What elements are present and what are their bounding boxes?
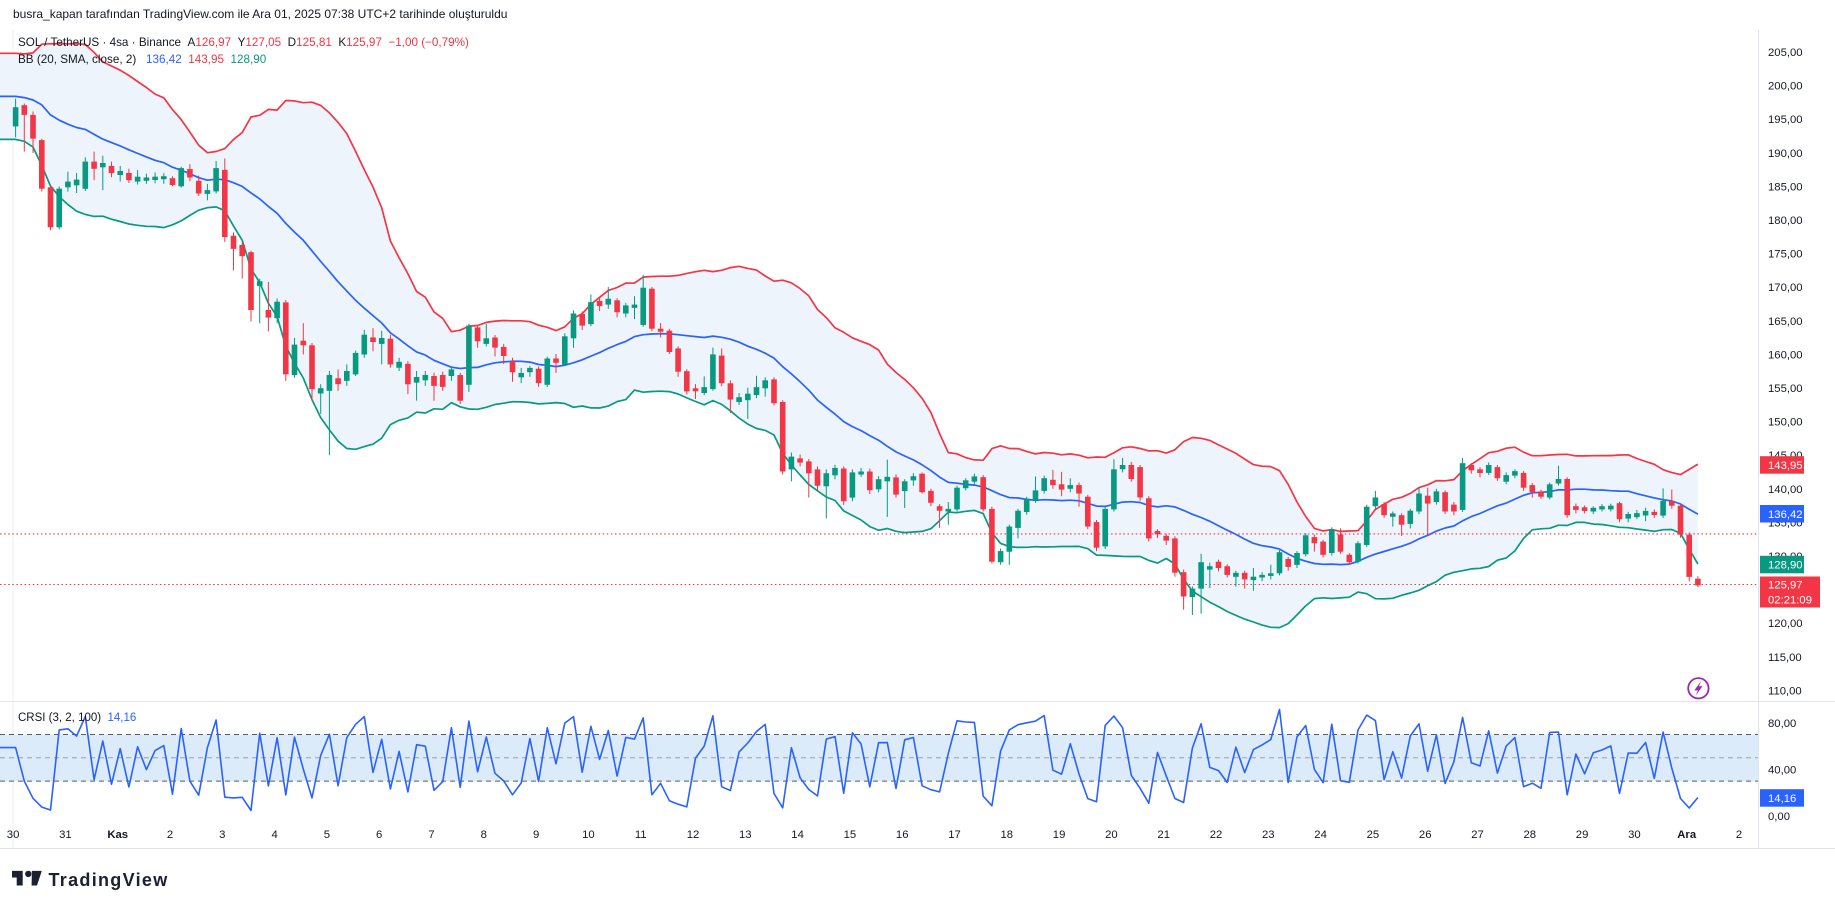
svg-text:23: 23 (1262, 829, 1275, 841)
svg-text:29: 29 (1576, 829, 1589, 841)
svg-text:24: 24 (1314, 829, 1327, 841)
svg-text:SOL / TetherUS · 4sa · Binance: SOL / TetherUS · 4sa · Binance A126,97 Y… (18, 36, 469, 49)
svg-text:15: 15 (844, 829, 857, 841)
svg-text:16: 16 (896, 829, 909, 841)
svg-text:125,97: 125,97 (1768, 580, 1803, 592)
svg-text:160,00: 160,00 (1768, 349, 1803, 361)
svg-text:25: 25 (1367, 829, 1380, 841)
svg-text:128,90: 128,90 (1768, 560, 1803, 572)
svg-text:0,00: 0,00 (1768, 811, 1790, 823)
svg-text:120,00: 120,00 (1768, 618, 1803, 630)
svg-text:22: 22 (1210, 829, 1223, 841)
svg-text:27: 27 (1471, 829, 1484, 841)
svg-text:20: 20 (1105, 829, 1118, 841)
svg-text:28: 28 (1524, 829, 1537, 841)
svg-text:3: 3 (219, 829, 225, 841)
svg-text:11: 11 (635, 829, 647, 841)
svg-text:TradingView: TradingView (49, 870, 169, 890)
svg-text:CRSI (3, 2, 100) 14,16: CRSI (3, 2, 100) 14,16 (18, 712, 136, 724)
svg-text:180,00: 180,00 (1768, 215, 1803, 227)
svg-text:30: 30 (7, 829, 20, 841)
svg-text:140,00: 140,00 (1768, 484, 1803, 496)
svg-text:21: 21 (1157, 829, 1170, 841)
svg-text:12: 12 (687, 829, 700, 841)
svg-text:170,00: 170,00 (1768, 282, 1803, 294)
svg-text:14,16: 14,16 (1768, 793, 1796, 805)
svg-text:26: 26 (1419, 829, 1432, 841)
svg-text:165,00: 165,00 (1768, 316, 1803, 328)
svg-text:19: 19 (1053, 829, 1066, 841)
svg-text:2: 2 (167, 829, 173, 841)
svg-text:17: 17 (948, 829, 961, 841)
svg-text:136,42: 136,42 (1768, 509, 1803, 521)
svg-text:6: 6 (376, 829, 382, 841)
svg-text:205,00: 205,00 (1768, 47, 1803, 59)
svg-text:2: 2 (1736, 829, 1742, 841)
svg-text:110,00: 110,00 (1768, 685, 1802, 697)
svg-text:busra_kapan tarafından Trading: busra_kapan tarafından TradingView.com i… (13, 7, 507, 21)
svg-text:195,00: 195,00 (1768, 114, 1803, 126)
svg-text:14: 14 (791, 829, 804, 841)
svg-text:31: 31 (59, 829, 72, 841)
svg-text:Ara: Ara (1677, 829, 1697, 841)
svg-text:4: 4 (271, 829, 277, 841)
svg-text:7: 7 (428, 829, 434, 841)
svg-text:5: 5 (324, 829, 330, 841)
svg-text:10: 10 (582, 829, 595, 841)
svg-text:115,00: 115,00 (1768, 652, 1802, 664)
svg-text:143,95: 143,95 (1768, 460, 1803, 472)
svg-text:150,00: 150,00 (1768, 417, 1803, 429)
svg-text:8: 8 (481, 829, 487, 841)
svg-text:13: 13 (739, 829, 752, 841)
svg-text:30: 30 (1628, 829, 1641, 841)
svg-text:18: 18 (1001, 829, 1014, 841)
svg-text:BB (20, SMA, close, 2) 136,4: BB (20, SMA, close, 2) 136,42 143,95 128… (18, 53, 267, 66)
svg-text:80,00: 80,00 (1768, 718, 1796, 730)
svg-text:Kas: Kas (107, 829, 128, 841)
svg-text:200,00: 200,00 (1768, 81, 1803, 93)
svg-text:175,00: 175,00 (1768, 249, 1803, 261)
svg-text:185,00: 185,00 (1768, 181, 1803, 193)
svg-text:155,00: 155,00 (1768, 383, 1803, 395)
svg-text:02:21:09: 02:21:09 (1768, 595, 1812, 607)
svg-text:40,00: 40,00 (1768, 764, 1796, 776)
svg-text:190,00: 190,00 (1768, 148, 1803, 160)
svg-text:9: 9 (533, 829, 539, 841)
